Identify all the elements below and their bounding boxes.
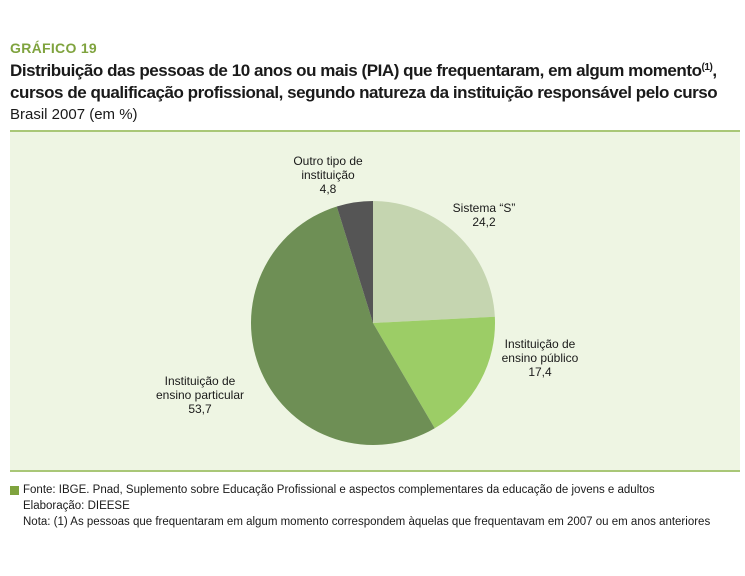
source-text: Fonte: IBGE. Pnad, Suplemento sobre Educ…: [23, 484, 655, 496]
chart-subtitle: Brasil 2007 (em %): [10, 106, 138, 123]
title-comma: ,: [712, 61, 717, 80]
title-footnote-marker: (1): [701, 62, 713, 73]
slice-category: ensino particular: [156, 388, 244, 402]
label-outro-tipo: Outro tipo de instituição 4,8: [293, 154, 363, 196]
slice-outro-tipo: [336, 201, 373, 323]
pie-slices: [250, 201, 496, 446]
slice-category: Sistema “S”: [453, 201, 516, 215]
slice-category: Instituição de: [165, 374, 236, 388]
slice-value: 53,7: [188, 402, 212, 416]
title-line-1: Distribuição das pessoas de 10 anos ou m…: [10, 61, 702, 80]
slice-value: 4,8: [320, 182, 337, 196]
chart-footer: Fonte: IBGE. Pnad, Suplemento sobre Educ…: [10, 482, 740, 530]
elaboration-line: Elaboração: DIEESE: [23, 500, 130, 512]
label-ensino-publico: Instituição de ensino público 17,4: [502, 337, 579, 379]
slice-category: Outro tipo de: [293, 154, 363, 168]
chart-number-label: GRÁFICO 19: [10, 40, 98, 56]
chart-title: Distribuição das pessoas de 10 anos ou m…: [10, 60, 738, 104]
label-ensino-particular: Instituição de ensino particular 53,7: [156, 374, 244, 416]
chart-panel: Sistema “S” 24,2 Instituição de ensino públ…: [10, 130, 740, 472]
slice-sistema-s: [373, 201, 495, 323]
source-swatch: [10, 486, 19, 495]
note-line: Nota: (1) As pessoas que frequentaram em…: [23, 516, 711, 528]
slice-ensino-particular: [250, 206, 435, 446]
slice-value: 24,2: [472, 215, 496, 229]
slice-ensino-publico: [373, 316, 496, 429]
slice-category: ensino público: [502, 351, 579, 365]
slice-category: Instituição de: [505, 337, 576, 351]
slice-value: 17,4: [528, 365, 552, 379]
source-line: Fonte: IBGE. Pnad, Suplemento sobre Educ…: [10, 482, 740, 498]
slice-category: instituição: [301, 168, 355, 182]
label-sistema-s: Sistema “S” 24,2: [453, 201, 516, 229]
title-line-2: cursos de qualificação profissional, seg…: [10, 83, 718, 102]
